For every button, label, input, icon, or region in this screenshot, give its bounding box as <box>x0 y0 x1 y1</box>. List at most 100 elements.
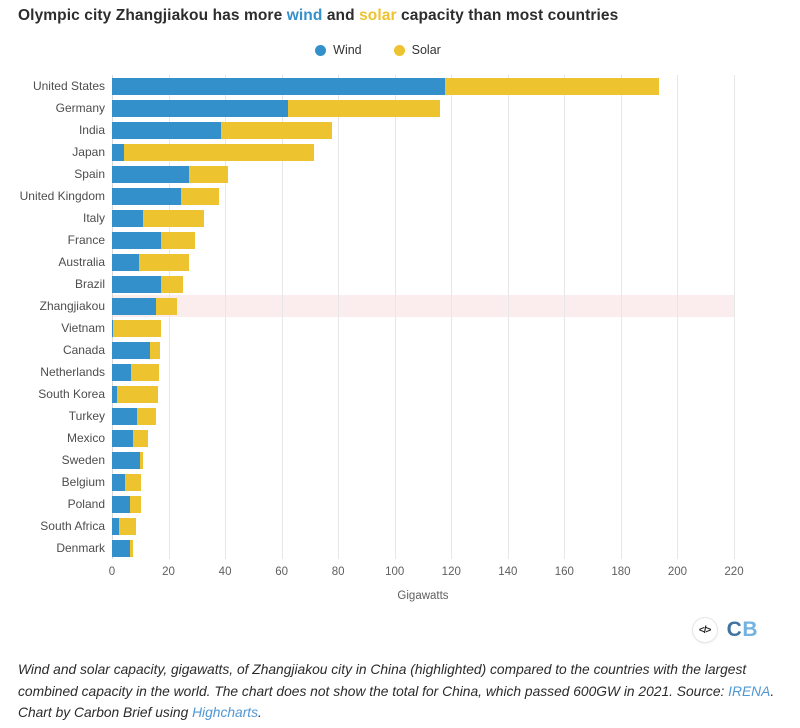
bar-segment-solar[interactable] <box>142 209 205 227</box>
stacked-bar <box>112 165 229 183</box>
bar-segment-wind[interactable] <box>112 517 120 535</box>
wind-legend-dot-icon <box>315 44 327 56</box>
bar-segment-wind[interactable] <box>112 473 126 491</box>
highlight-band <box>112 295 734 317</box>
category-label: Japan <box>72 145 105 159</box>
bar-segment-wind[interactable] <box>112 451 140 469</box>
bar-track <box>112 383 734 405</box>
chart-row: South Korea <box>0 383 800 405</box>
grid-line <box>451 75 453 559</box>
chart-row: Netherlands <box>0 361 800 383</box>
category-label: Germany <box>55 101 105 115</box>
bar-segment-solar[interactable] <box>136 407 156 425</box>
bar-segment-solar[interactable] <box>287 99 440 117</box>
bar-track <box>112 361 734 383</box>
gridlines <box>112 75 735 559</box>
category-label: Australia <box>58 255 105 269</box>
solar-legend-dot-icon <box>393 44 405 56</box>
chart-row: France <box>0 229 800 251</box>
carbon-brief-logo[interactable]: CB <box>727 618 758 642</box>
bar-track <box>112 317 734 339</box>
stacked-bar <box>112 319 161 337</box>
bar-segment-solar[interactable] <box>113 319 161 337</box>
bar-segment-solar[interactable] <box>156 297 177 315</box>
bar-segment-wind[interactable] <box>112 99 288 117</box>
grid-line <box>564 75 566 559</box>
bar-segment-wind[interactable] <box>112 165 189 183</box>
bar-segment-solar[interactable] <box>138 253 189 271</box>
x-tick-label: 60 <box>275 566 289 578</box>
bar-segment-wind[interactable] <box>112 363 131 381</box>
chart-row: Belgium <box>0 471 800 493</box>
category-label: Italy <box>82 211 105 225</box>
bar-segment-solar[interactable] <box>444 77 659 95</box>
grid-line <box>338 75 340 559</box>
bar-segment-wind[interactable] <box>112 429 133 447</box>
bar-segment-solar[interactable] <box>129 539 134 557</box>
bar-segment-wind[interactable] <box>112 209 143 227</box>
footer-text-1: Wind and solar capacity, gigawatts, of Z… <box>18 662 747 699</box>
stacked-bar <box>112 143 314 161</box>
bar-segment-solar[interactable] <box>188 165 229 183</box>
bar-segment-wind[interactable] <box>112 407 137 425</box>
legend: Wind Solar <box>0 43 778 57</box>
bar-segment-wind[interactable] <box>112 143 125 161</box>
x-axis-label: Gigawatts <box>397 590 449 602</box>
bar-segment-solar[interactable] <box>125 473 142 491</box>
bar-segment-wind[interactable] <box>112 385 117 403</box>
bar-segment-solar[interactable] <box>116 385 158 403</box>
bar-segment-solar[interactable] <box>181 187 220 205</box>
chart-row: Australia <box>0 251 800 273</box>
category-label: Poland <box>67 497 105 511</box>
stacked-bar <box>112 275 183 293</box>
bar-segment-wind[interactable] <box>112 187 182 205</box>
stacked-bar <box>112 473 142 491</box>
x-tick-label: 160 <box>554 566 574 578</box>
bar-segment-solar[interactable] <box>119 517 137 535</box>
legend-item-wind[interactable]: Wind <box>315 43 362 57</box>
bar-segment-solar[interactable] <box>130 363 160 381</box>
bar-segment-wind[interactable] <box>112 77 445 95</box>
grid-line <box>281 75 283 559</box>
title-text-prefix: Olympic city Zhangjiakou has more <box>18 7 287 24</box>
bar-segment-wind[interactable] <box>112 495 130 513</box>
bar-track <box>112 493 734 515</box>
bar-segment-solar[interactable] <box>139 451 143 469</box>
bar-segment-solar[interactable] <box>160 275 183 293</box>
grid-line <box>677 75 679 559</box>
bar-segment-wind[interactable] <box>112 121 222 139</box>
bar-segment-wind[interactable] <box>112 341 151 359</box>
category-label: United Kingdom <box>19 189 105 203</box>
chart-row: Poland <box>0 493 800 515</box>
irena-link[interactable]: IRENA <box>728 683 771 699</box>
chart-row: India <box>0 119 800 141</box>
bar-segment-wind[interactable] <box>112 275 161 293</box>
bar-track <box>112 163 734 185</box>
bar-track <box>112 515 734 537</box>
bar-segment-solar[interactable] <box>124 143 314 161</box>
bar-segment-solar[interactable] <box>161 231 195 249</box>
bar-segment-wind[interactable] <box>112 253 139 271</box>
category-label: South Korea <box>38 387 105 401</box>
stacked-bar <box>112 187 220 205</box>
x-tick-label: 200 <box>667 566 688 578</box>
stacked-bar <box>112 297 177 315</box>
bar-segment-solar[interactable] <box>150 341 160 359</box>
bar-track <box>112 185 734 207</box>
bar-segment-wind[interactable] <box>112 297 157 315</box>
stacked-bar <box>112 77 659 95</box>
bar-segment-wind[interactable] <box>112 319 114 337</box>
bar-track <box>112 449 734 471</box>
bar-segment-wind[interactable] <box>112 231 162 249</box>
embed-code-icon[interactable]: </> <box>691 617 718 643</box>
bar-segment-wind[interactable] <box>112 539 130 557</box>
category-label: India <box>78 123 105 137</box>
highcharts-link[interactable]: Highcharts <box>192 705 259 720</box>
category-label: Denmark <box>56 541 105 555</box>
grid-line <box>168 75 170 559</box>
bar-segment-solar[interactable] <box>221 121 332 139</box>
bar-segment-solar[interactable] <box>129 495 141 513</box>
legend-item-solar[interactable]: Solar <box>393 43 441 57</box>
bar-segment-solar[interactable] <box>132 429 149 447</box>
category-label: Vietnam <box>61 321 105 335</box>
